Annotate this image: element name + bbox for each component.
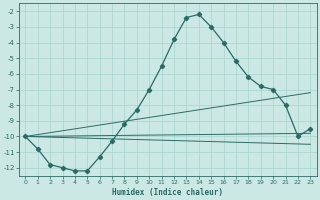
X-axis label: Humidex (Indice chaleur): Humidex (Indice chaleur) xyxy=(112,188,223,197)
